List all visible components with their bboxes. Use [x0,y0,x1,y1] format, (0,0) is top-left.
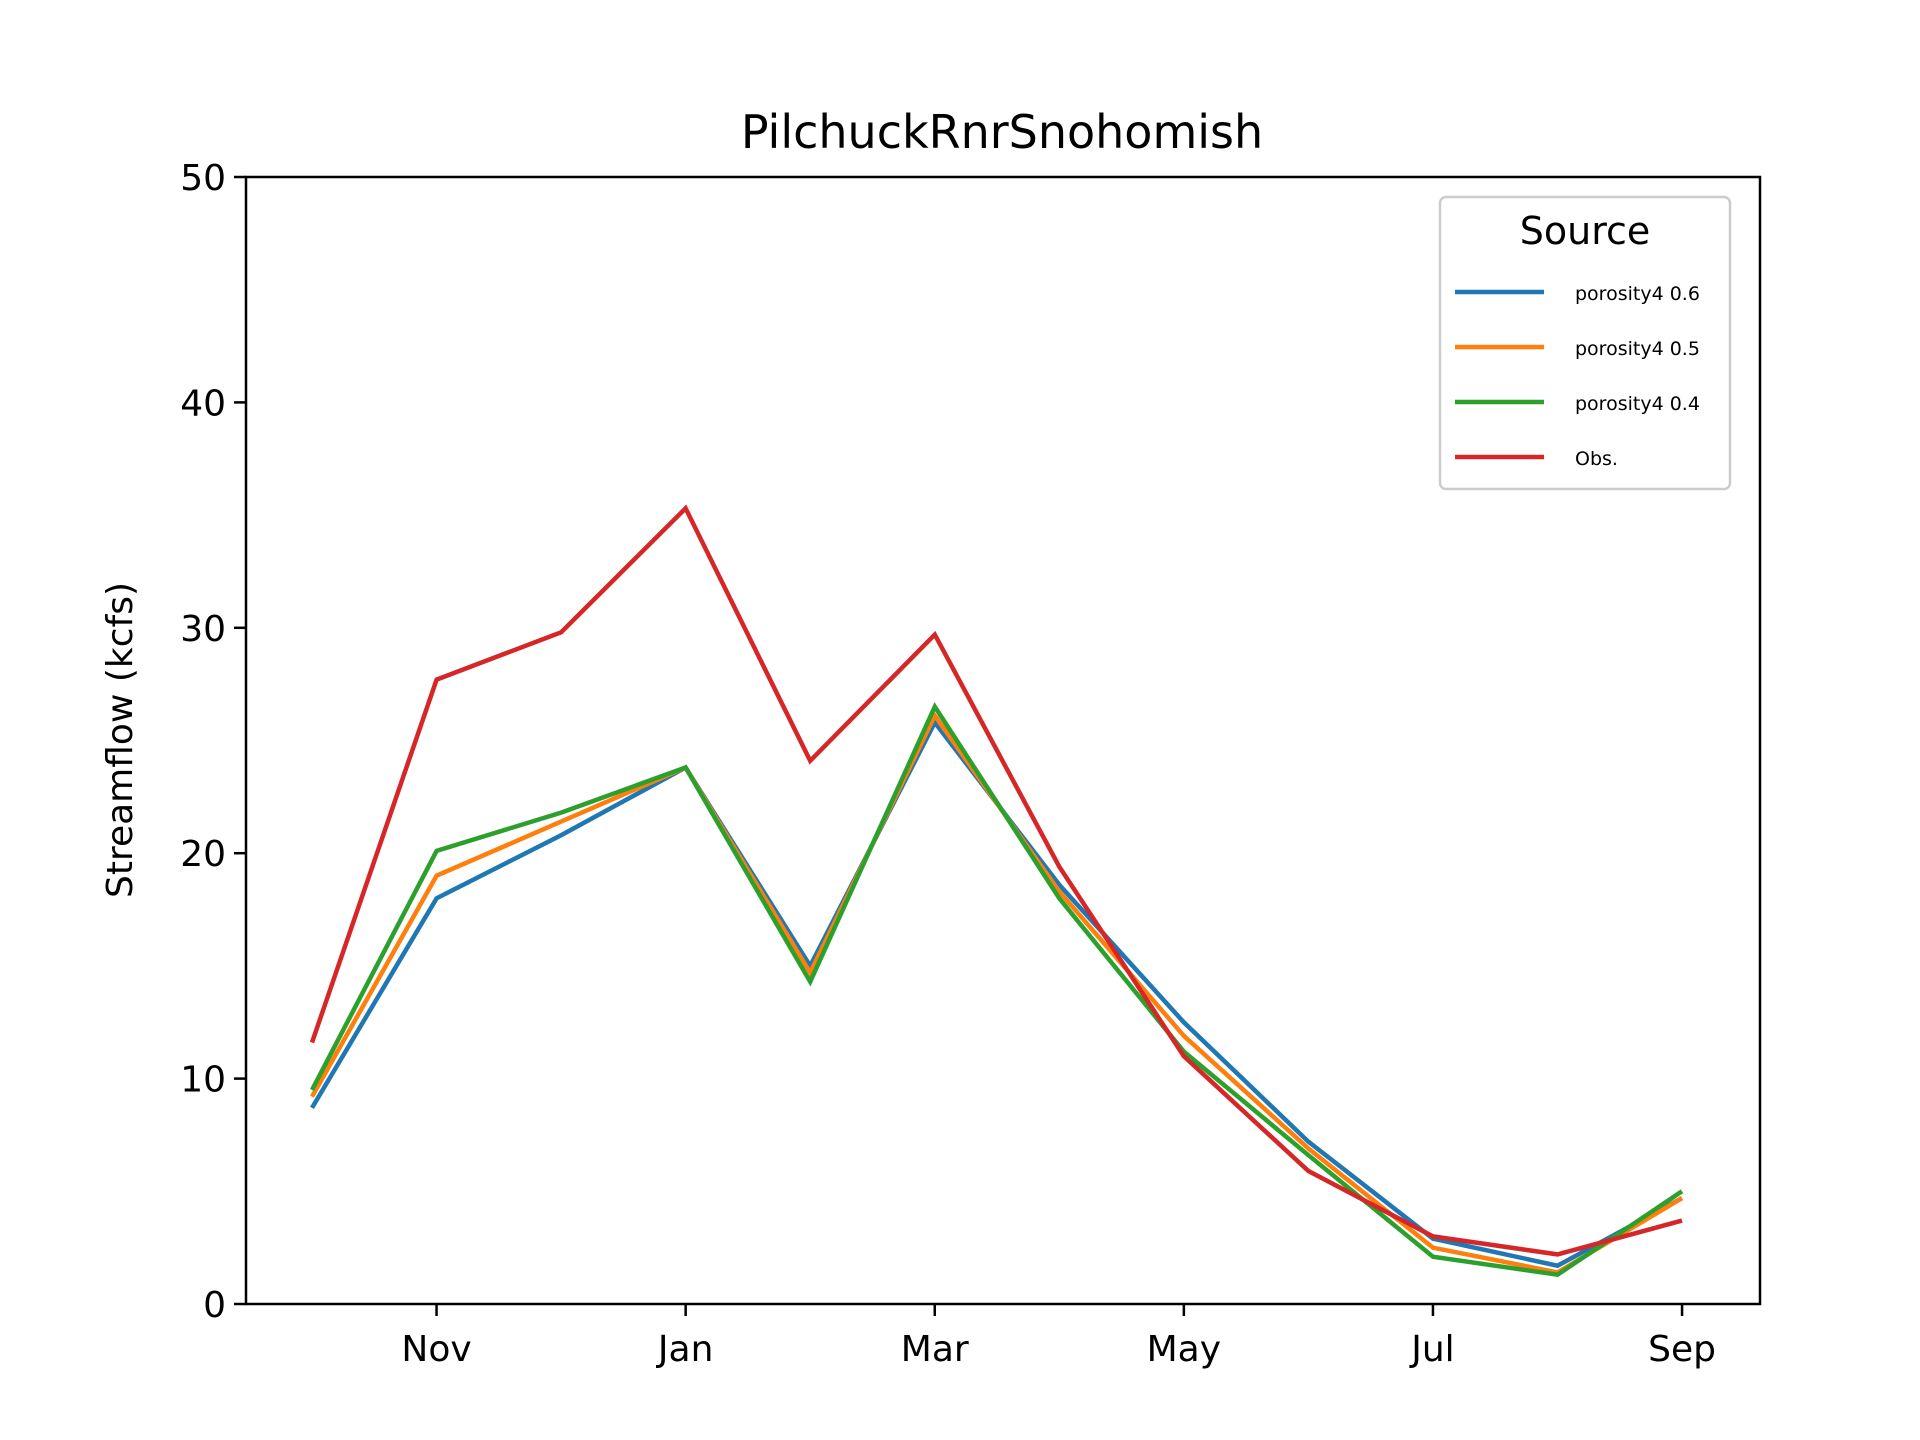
axes: 0 10 20 30 40 50 Nov Jan Mar May Jul Sep [180,158,1716,1370]
series-layer [309,504,1684,1278]
y-axis-label: Streamflow (kcfs) [100,582,141,898]
series-line-2 [310,702,1684,1278]
y-tick-label: 0 [203,1285,226,1326]
x-tick-label: Jul [1409,1329,1454,1370]
legend-title: Source [1520,209,1651,253]
y-tick-label: 10 [180,1060,226,1101]
x-tick-label: Mar [901,1329,969,1370]
chart-title: PilchuckRnrSnohomish [741,105,1263,159]
y-tick-label: 50 [180,158,226,199]
legend-label: porosity4 0.4 [1575,393,1700,415]
x-tick-label: May [1147,1329,1221,1370]
legend-label: porosity4 0.6 [1575,283,1700,305]
legend-label: Obs. [1575,448,1618,470]
x-tick-label: Nov [401,1329,471,1370]
x-tick-label: Sep [1648,1329,1716,1370]
legend-label: porosity4 0.5 [1575,338,1700,360]
series-line-3 [309,504,1683,1257]
y-tick-label: 30 [180,609,226,650]
legend: Source porosity4 0.6 porosity4 0.5 porosity… [1438,195,1732,491]
y-tick-label: 20 [180,834,226,875]
y-tick-label: 40 [180,383,226,424]
plot-frame [244,175,1762,1306]
x-tick-label: Jan [656,1329,714,1370]
legend-box [1438,195,1732,491]
